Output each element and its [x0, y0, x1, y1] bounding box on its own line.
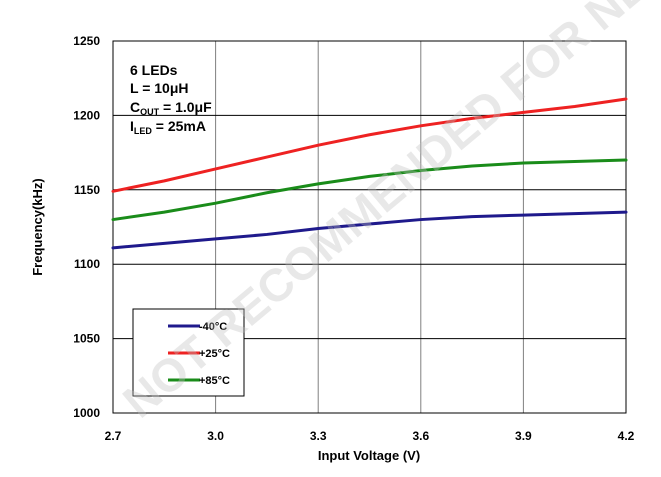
- x-tick-label: 2.7: [105, 429, 122, 443]
- series-line: [111, 158, 628, 222]
- y-tick-label: 1050: [73, 332, 100, 346]
- annotation-cout-rest: = 1.0μF: [159, 99, 212, 115]
- annotation-block: 6 LEDs L = 10μH COUT = 1.0μF ILED = 25mA: [130, 62, 212, 136]
- annotation-iled-rest: = 25mA: [152, 118, 206, 134]
- legend: -40°C +25°C +85°C: [132, 308, 245, 397]
- series-line: [111, 97, 628, 193]
- y-tick-label: 1100: [74, 257, 100, 271]
- y-tick-label: 1150: [74, 183, 100, 197]
- series-line: [111, 210, 628, 250]
- y-tick-label: 1200: [73, 108, 100, 122]
- annotation-cout: COUT = 1.0μF: [130, 99, 212, 117]
- y-axis-label: Frequency(kHz): [30, 178, 45, 276]
- series-lines: [111, 97, 628, 250]
- annotation-cout-sub: OUT: [140, 107, 160, 117]
- annotation-cout-main: C: [130, 99, 140, 115]
- y-tick-label: 1250: [73, 34, 100, 48]
- legend-label: -40°C: [199, 321, 227, 333]
- x-tick-label: 3.0: [207, 429, 224, 443]
- legend-label: +85°C: [199, 375, 230, 387]
- annotation-leds: 6 LEDs: [130, 62, 178, 78]
- x-tick-label: 3.6: [412, 429, 429, 443]
- x-axis-label: Input Voltage (V): [318, 448, 420, 463]
- legend-label: +25°C: [199, 348, 230, 360]
- x-tick-label: 3.9: [515, 429, 532, 443]
- tick-labels: 2.7 3.0 3.3 3.6 3.9 4.2 1000 1050 1100 1150 1200 12…: [73, 34, 634, 443]
- annotation-inductor: L = 10μH: [130, 80, 189, 96]
- y-tick-label: 1000: [73, 406, 100, 420]
- annotation-iled: ILED = 25mA: [130, 118, 206, 136]
- x-tick-label: 3.3: [310, 429, 327, 443]
- annotation-iled-sub: LED: [134, 126, 153, 136]
- plot-frame: [112, 40, 627, 414]
- annotation-iled-main: I: [130, 118, 134, 134]
- x-tick-label: 4.2: [618, 429, 635, 443]
